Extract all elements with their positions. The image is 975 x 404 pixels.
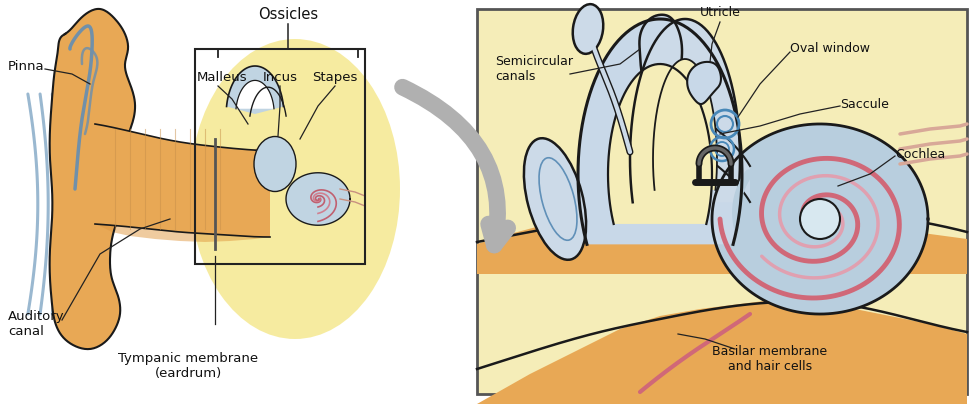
Polygon shape xyxy=(653,59,717,190)
Polygon shape xyxy=(640,15,682,119)
Polygon shape xyxy=(226,66,284,114)
Ellipse shape xyxy=(572,4,604,54)
Polygon shape xyxy=(100,134,270,242)
Ellipse shape xyxy=(524,138,586,260)
Text: Stapes: Stapes xyxy=(312,71,358,84)
Polygon shape xyxy=(95,124,270,237)
Text: Semicircular
canals: Semicircular canals xyxy=(495,55,573,83)
Bar xyxy=(195,49,365,264)
Polygon shape xyxy=(660,96,750,202)
Text: Saccule: Saccule xyxy=(840,97,889,111)
Polygon shape xyxy=(50,9,136,349)
Polygon shape xyxy=(477,299,967,404)
Circle shape xyxy=(800,199,840,239)
Polygon shape xyxy=(608,64,712,224)
Polygon shape xyxy=(236,80,274,109)
Text: Tympanic membrane
(eardrum): Tympanic membrane (eardrum) xyxy=(118,352,258,380)
Polygon shape xyxy=(477,204,967,274)
Polygon shape xyxy=(286,173,350,225)
Polygon shape xyxy=(687,62,721,104)
Polygon shape xyxy=(712,124,928,314)
Polygon shape xyxy=(630,19,740,202)
Text: Pinna: Pinna xyxy=(8,59,45,72)
Text: Oval window: Oval window xyxy=(790,42,870,55)
Text: Utricle: Utricle xyxy=(700,6,740,19)
Ellipse shape xyxy=(190,39,400,339)
Text: Cochlea: Cochlea xyxy=(895,147,945,160)
Text: Ossicles: Ossicles xyxy=(258,7,318,22)
Bar xyxy=(477,9,967,394)
Text: Malleus: Malleus xyxy=(197,71,248,84)
Polygon shape xyxy=(578,19,742,244)
Ellipse shape xyxy=(254,137,296,191)
Text: Basilar membrane
and hair cells: Basilar membrane and hair cells xyxy=(713,345,828,373)
Text: Incus: Incus xyxy=(262,71,297,84)
Text: Auditory
canal: Auditory canal xyxy=(8,310,64,338)
